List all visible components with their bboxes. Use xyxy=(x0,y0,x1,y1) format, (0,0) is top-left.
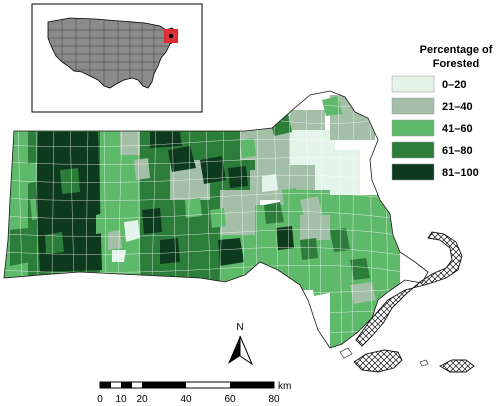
scale-tick-label: 0 xyxy=(97,394,103,405)
legend-swatch-4 xyxy=(391,141,435,159)
north-arrow-left xyxy=(228,336,240,364)
legend-label-4: 61–80 xyxy=(442,145,473,157)
state-outline xyxy=(3,90,429,349)
nantucket-hatched xyxy=(439,359,475,373)
legend-swatch-5 xyxy=(391,163,435,181)
legend-title-line1: Percentage of xyxy=(420,44,493,56)
scale-tick-label: 80 xyxy=(268,394,280,405)
small-island xyxy=(419,359,429,367)
legend-title-line2: Forested xyxy=(433,58,479,70)
cape-cod-hatched xyxy=(355,231,463,347)
no-data-hatched-area xyxy=(339,231,475,373)
legend-swatch-3 xyxy=(391,119,435,137)
legend-label-3: 41–60 xyxy=(442,123,473,135)
north-arrow-label: N xyxy=(236,322,243,333)
inset-massachusetts-marker xyxy=(168,33,174,39)
north-arrow: N xyxy=(228,322,254,366)
inset-map xyxy=(31,3,203,113)
scale-tick-label: 20 xyxy=(136,394,148,405)
scale-tick-label: 40 xyxy=(180,394,192,405)
elizabeth-islands xyxy=(339,347,353,359)
inset-us-outline xyxy=(47,17,179,89)
legend-label-2: 21–40 xyxy=(442,101,473,113)
legend: Percentage of Forested 0–20 21–40 41–60 61–… xyxy=(391,44,493,181)
scale-bar: km 0 10 20 40 60 80 xyxy=(97,381,291,405)
scale-tick-label: 60 xyxy=(224,394,236,405)
massachusetts-choropleth xyxy=(3,90,429,349)
scale-tick-label: 10 xyxy=(115,394,127,405)
legend-label-5: 81–100 xyxy=(442,167,479,179)
north-arrow-right xyxy=(239,335,254,366)
scale-unit: km xyxy=(278,381,291,392)
legend-swatch-1 xyxy=(391,75,435,93)
marthas-vineyard-hatched xyxy=(353,349,403,373)
legend-label-1: 0–20 xyxy=(442,79,466,91)
legend-swatch-2 xyxy=(391,97,435,115)
